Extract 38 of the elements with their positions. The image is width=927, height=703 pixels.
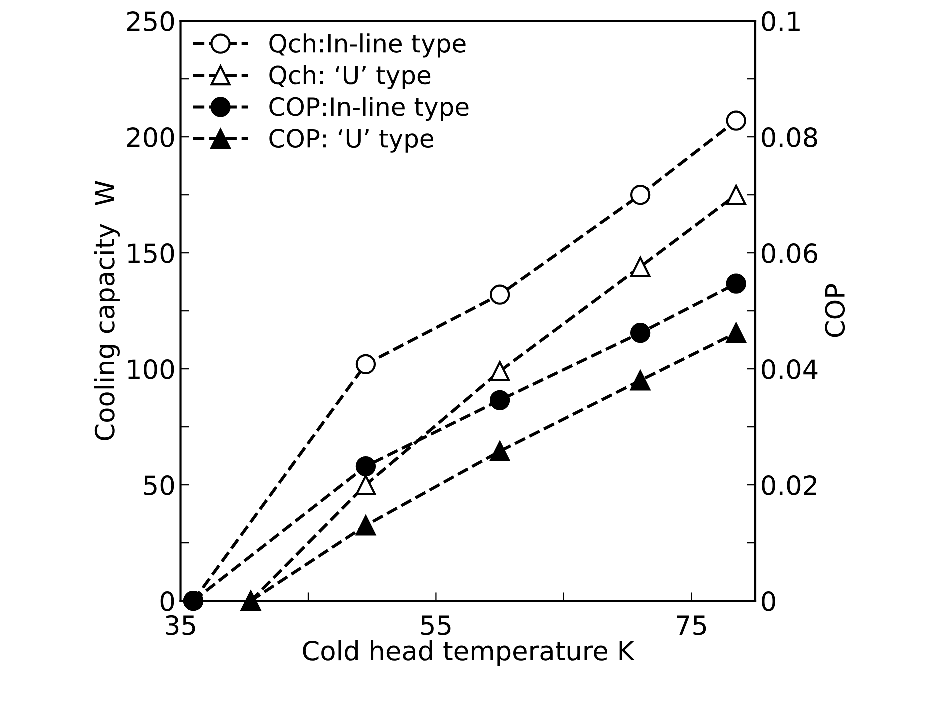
x-tick-label: 55 <box>421 616 451 636</box>
point <box>630 323 651 344</box>
y2-tick-label: 0.08 <box>762 128 818 148</box>
point <box>490 441 510 462</box>
y-tick-label: 250 <box>127 12 174 32</box>
point <box>726 323 746 344</box>
legend-label: COP: ‘U’ type <box>270 129 434 153</box>
point <box>356 354 376 375</box>
y2-tick-label: 0.04 <box>762 360 818 380</box>
legend-label: Qch:In-line type <box>270 34 466 58</box>
point <box>490 390 510 410</box>
y2-tick-label: 0.06 <box>762 244 818 264</box>
x-axis-title: Cold head temperature K <box>303 640 636 666</box>
y2-tick-label: 0.1 <box>762 12 800 32</box>
y-tick-label: 200 <box>127 128 174 148</box>
point <box>726 185 746 206</box>
point <box>490 361 510 382</box>
y-axis-title: Cooling capacity W <box>94 181 120 440</box>
point <box>490 284 510 305</box>
point <box>726 274 746 294</box>
y2-axis-title: COP <box>825 284 846 338</box>
y-tick-label: 0 <box>160 592 174 612</box>
y2-tick-label: 0.02 <box>762 476 816 496</box>
legend-label: Qch: ‘U’ type <box>270 65 431 90</box>
y-tick-label: 100 <box>128 360 174 380</box>
point <box>630 370 651 391</box>
point <box>630 256 651 278</box>
point <box>356 456 376 477</box>
x-tick-label: 75 <box>677 616 706 636</box>
point <box>630 185 651 206</box>
point <box>356 516 376 536</box>
y2-tick-label: 0 <box>762 592 776 612</box>
y-tick-label: 50 <box>144 476 174 496</box>
y-tick-label: 150 <box>128 244 174 264</box>
point <box>356 474 376 496</box>
legend-label: COP:In-line type <box>270 96 469 122</box>
point <box>726 110 746 131</box>
x-tick-label: 35 <box>166 615 196 636</box>
